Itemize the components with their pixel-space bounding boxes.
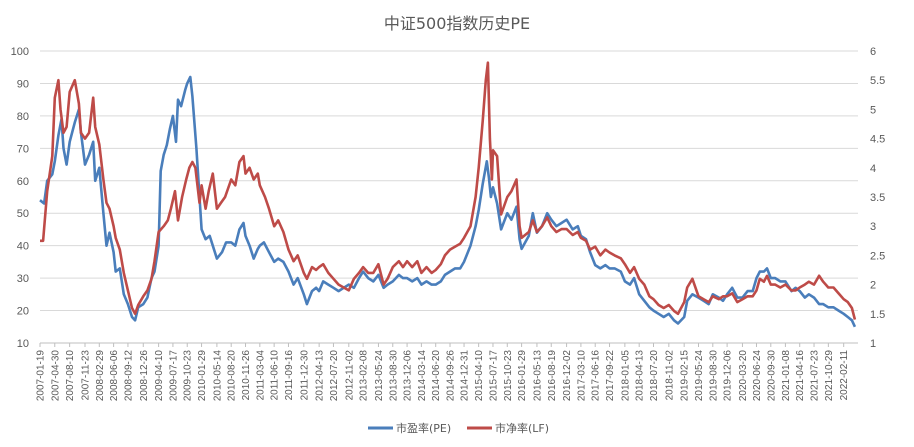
x-tick-label: 2017-06-16 [591,350,602,402]
x-tick-label: 2011-09-16 [284,350,295,401]
left-tick-label: 40 [17,241,29,253]
series-line-pb [40,61,857,320]
x-tick-label: 2016-01-29 [517,350,528,402]
x-tick-label: 2007-11-23 [80,350,91,401]
x-tick-label: 2021-10-29 [824,350,835,402]
x-tick-label: 2008-06-06 [109,350,120,402]
x-tick-label: 2010-08-20 [227,350,238,402]
x-tick-label: 2009-04-10 [154,350,165,402]
x-tick-label: 2020-09-30 [766,350,777,402]
x-tick-label: 2020-03-20 [738,350,749,402]
x-tick-label: 2014-06-20 [431,350,442,402]
right-tick-label: 2 [870,280,876,292]
right-tick-label: 4.5 [870,134,885,146]
left-tick-label: 100 [11,46,29,58]
x-tick-label: 2019-02-15 [680,350,691,402]
x-tick-label: 2019-05-24 [694,350,705,402]
right-tick-label: 6 [870,46,876,58]
right-tick-label: 1.5 [870,309,885,321]
left-tick-label: 50 [17,208,29,220]
left-tick-label: 20 [17,306,29,318]
legend-label-pe: 市盈率(PE) [396,421,451,435]
x-tick-label: 2013-05-24 [374,350,385,402]
x-tick-label: 2018-11-02 [664,350,675,401]
x-tick-label: 2012-04-13 [315,350,326,402]
right-tick-label: 4 [870,163,876,175]
x-tick-label: 2019-12-06 [723,350,734,402]
x-tick-label: 2017-03-10 [576,350,587,402]
x-tick-label: 2012-11-02 [344,350,355,401]
right-tick-label: 5 [870,104,876,116]
x-tick-label: 2011-03-04 [255,350,266,401]
x-tick-label: 2018-04-13 [635,350,646,402]
x-tick-label: 2013-12-06 [403,350,414,402]
left-y-axis: 10 20 30 40 50 60 70 80 90 100 [11,46,29,350]
legend-label-pb: 市净率(LF) [495,421,549,435]
series-lines [39,61,857,328]
x-tick-label: 2018-01-05 [620,350,631,402]
right-tick-label: 1 [870,338,876,350]
x-tick-label: 2022-02-11 [839,350,850,401]
x-tick-label: 2015-04-10 [474,350,485,402]
x-tick-label: 2011-06-10 [270,350,281,401]
x-tick-label: 2008-12-26 [139,350,150,402]
x-tick-label: 2012-07-20 [329,350,340,402]
x-tick-label: 2009-07-17 [168,350,179,402]
x-tick-label: 2014-03-14 [417,350,428,402]
right-tick-label: 2.5 [870,250,885,262]
legend: 市盈率(PE) 市净率(LF) [368,421,549,435]
x-tick-label: 2015-10-23 [503,350,514,402]
right-tick-label: 3 [870,221,876,233]
x-tick-label: 2021-07-23 [810,350,821,402]
left-tick-label: 80 [17,111,29,123]
x-tick-label: 2011-12-30 [299,350,310,401]
x-tick-label: 2016-12-02 [562,350,573,402]
x-tick-label: 2016-08-19 [547,350,558,402]
x-tick-label: 2018-07-20 [649,350,660,402]
gridlines [40,50,858,344]
left-tick-label: 30 [17,273,29,285]
x-tick-label: 2010-01-29 [197,350,208,402]
x-tick-label: 2007-08-10 [65,350,76,402]
x-tick-label: 2015-07-17 [488,350,499,402]
x-tick-label: 2007-01-19 [36,350,47,402]
x-tick-label: 2010-05-14 [212,350,223,402]
x-tick-label: 2010-11-26 [241,350,252,401]
x-tick-label: 2007-04-30 [50,350,61,402]
right-tick-label: 5.5 [870,75,885,87]
x-tick-label: 2020-06-24 [752,350,763,402]
x-tick-label: 2021-01-08 [781,350,792,402]
right-y-axis: 1 1.5 2 2.5 3 3.5 4 4.5 5 5.5 6 [870,46,885,350]
right-tick-label: 3.5 [870,192,885,204]
x-tick-label: 2017-09-22 [605,350,616,402]
chart-title: 中证500指数历史PE [384,14,530,33]
x-tick-label: 2013-02-08 [359,350,370,402]
x-tick-label: 2013-08-30 [388,350,399,402]
x-tick-label: 2014-12-31 [460,350,471,402]
x-tick-label: 2008-09-12 [123,350,134,402]
left-tick-label: 60 [17,176,29,188]
series-line-pe [39,75,857,328]
x-tick-label: 2021-04-16 [795,350,806,402]
x-tick-label: 2014-09-26 [446,350,457,402]
x-tick-label: 2016-05-13 [532,350,543,402]
x-axis: 2007-01-19 2007-04-30 2007-08-10 2007-11-23… [36,342,858,402]
left-tick-label: 70 [17,143,29,155]
left-tick-label: 90 [17,78,29,90]
left-tick-label: 10 [17,338,29,350]
x-tick-label: 2009-10-23 [183,350,194,402]
x-tick-label: 2019-08-30 [708,350,719,402]
x-tick-label: 2008-02-29 [95,350,106,402]
